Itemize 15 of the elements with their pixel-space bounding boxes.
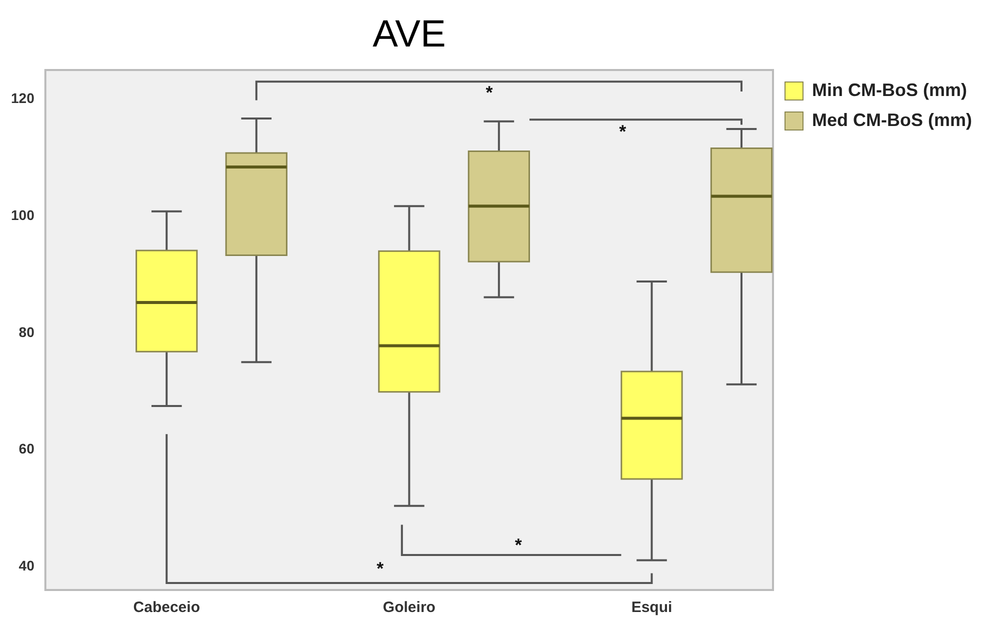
chart-title: AVE bbox=[372, 13, 446, 56]
annotation: * bbox=[486, 82, 493, 102]
y-tick-label: 80 bbox=[18, 324, 35, 340]
y-tick-label: 100 bbox=[11, 206, 35, 223]
legend-label: Med CM-BoS (mm) bbox=[812, 110, 972, 130]
y-tick-label: 120 bbox=[11, 90, 35, 106]
x-tick-label: Esqui bbox=[631, 599, 672, 616]
annotation: * bbox=[619, 121, 626, 142]
y-tick-label: 60 bbox=[18, 440, 35, 457]
annotation: * bbox=[514, 535, 522, 556]
x-tick-label: Goleiro bbox=[382, 599, 436, 616]
legend-label: Min CM-BoS (mm) bbox=[812, 80, 967, 100]
y-tick-label: 40 bbox=[18, 557, 35, 574]
annotation: * bbox=[376, 558, 384, 579]
x-tick-label: Cabeceio bbox=[133, 599, 200, 616]
